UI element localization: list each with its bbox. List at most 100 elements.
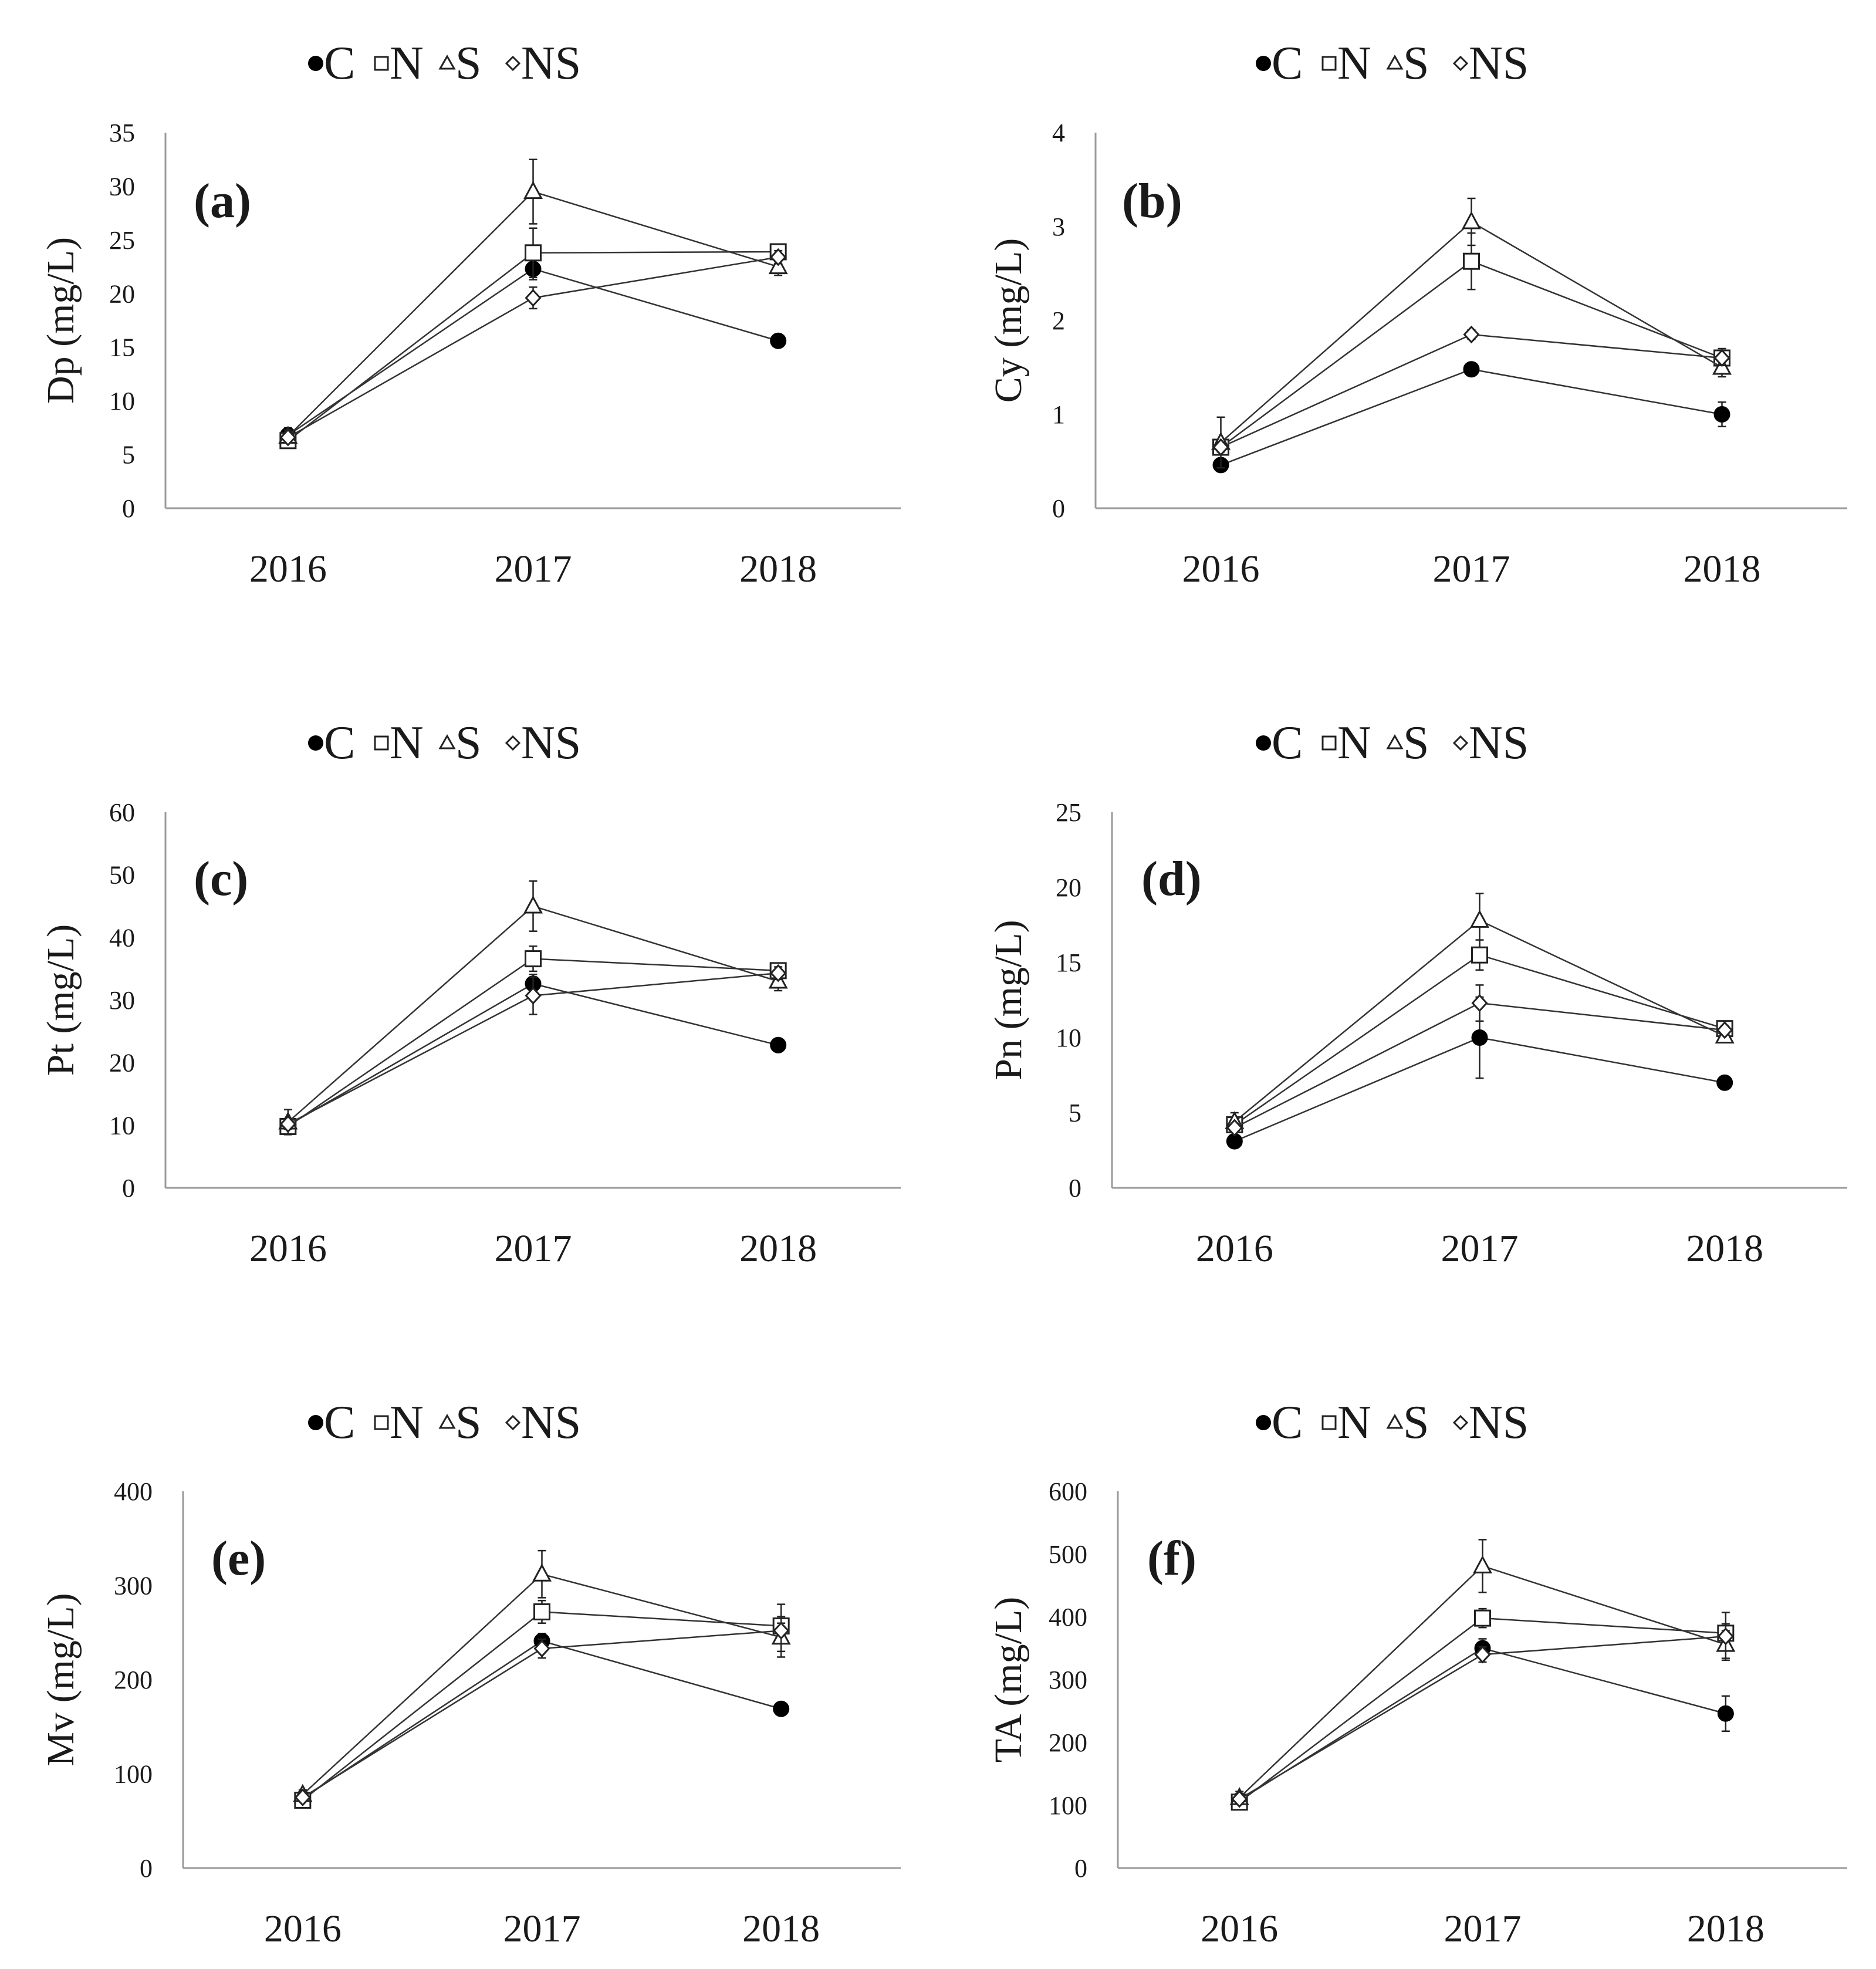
legend-label-s: S: [455, 717, 482, 769]
panel-label: (c): [194, 852, 248, 906]
legend-label-s: S: [455, 38, 482, 89]
y-axis-title: Mv (mg/L): [39, 1593, 82, 1766]
legend-label-n: N: [390, 38, 424, 89]
y-tick-label: 10: [109, 387, 135, 416]
legend-marker-s: [438, 734, 456, 749]
legend-marker-n: [1321, 735, 1337, 751]
data-point-ns: [1474, 1645, 1491, 1664]
legend-marker-s: [1386, 54, 1404, 70]
y-tick-label: 200: [1049, 1728, 1087, 1757]
data-point-ns: [770, 964, 787, 982]
y-tick-label: 100: [114, 1760, 153, 1789]
data-point-ns: [279, 428, 296, 447]
data-point-s: [523, 895, 543, 914]
x-tick-label: 2016: [249, 548, 327, 590]
y-tick-label: 20: [109, 279, 135, 308]
x-tick-label: 2018: [742, 1907, 820, 1950]
legend-marker-n: [374, 735, 389, 751]
data-point-n: [525, 244, 542, 262]
legend-marker-n: [1321, 56, 1337, 71]
series-s: [1229, 1539, 1736, 1805]
x-tick-label: 2017: [495, 1227, 572, 1270]
x-tick-label: 2017: [1441, 1227, 1519, 1270]
data-point-ns: [1231, 1790, 1248, 1808]
data-point-ns: [770, 248, 787, 266]
legend: C N S NS: [308, 717, 581, 769]
data-point-ns: [1463, 325, 1480, 344]
panel-label: (b): [1122, 174, 1182, 228]
data-point-ns: [1212, 438, 1229, 457]
x-tick-label: 2017: [503, 1907, 581, 1950]
y-tick-label: 30: [109, 986, 135, 1015]
legend-marker-n: [374, 1415, 389, 1430]
legend: C N S NS: [308, 1397, 581, 1448]
data-point-ns: [1471, 994, 1488, 1012]
legend-label-ns: NS: [1469, 38, 1529, 89]
legend-label-c: C: [324, 38, 355, 89]
y-tick-label: 0: [140, 1854, 153, 1883]
y-tick-label: 0: [1074, 1854, 1087, 1883]
legend: C N S NS: [1256, 717, 1529, 769]
y-tick-label: 300: [114, 1572, 153, 1600]
legend-label-s: S: [1403, 1397, 1429, 1448]
legend-label-n: N: [1337, 38, 1371, 89]
data-point-c: [773, 1700, 790, 1717]
y-axis-title: Cy (mg/L): [987, 238, 1030, 403]
x-tick-label: 2018: [1686, 1227, 1763, 1270]
data-point-n: [533, 1603, 550, 1620]
legend-label-c: C: [1272, 1397, 1303, 1448]
y-axis-title: Dp (mg/L): [39, 237, 82, 404]
y-tick-label: 0: [1052, 494, 1065, 523]
legend-marker-s: [1386, 734, 1404, 749]
data-point-c: [770, 332, 787, 349]
series-ns: [1226, 984, 1733, 1137]
data-point-ns: [294, 1788, 311, 1806]
series-c: [1226, 996, 1733, 1150]
data-point-ns: [773, 1622, 790, 1640]
series-s: [293, 1549, 791, 1802]
y-tick-label: 2: [1052, 306, 1065, 335]
y-tick-label: 25: [109, 226, 135, 255]
series-ns: [279, 248, 787, 447]
y-tick-label: 3: [1052, 212, 1065, 241]
series-n: [279, 227, 787, 450]
y-axis-title: Pt (mg/L): [39, 924, 82, 1076]
legend-label-c: C: [1272, 38, 1303, 89]
legend-marker-c: [1256, 735, 1271, 751]
y-tick-label: 0: [122, 494, 135, 523]
y-axis-title: Pn (mg/L): [987, 920, 1030, 1080]
series-ns: [279, 964, 787, 1133]
legend-label-n: N: [1337, 717, 1371, 769]
y-tick-label: 10: [109, 1111, 135, 1140]
series-line-c: [302, 1640, 782, 1799]
y-tick-label: 1: [1052, 400, 1065, 429]
y-tick-label: 15: [109, 333, 135, 362]
legend-label-c: C: [324, 717, 355, 769]
data-point-c: [1471, 1029, 1488, 1046]
panel-label: (f): [1147, 1531, 1196, 1586]
data-point-s: [1469, 910, 1490, 928]
x-tick-label: 2017: [1433, 548, 1510, 590]
x-tick-label: 2016: [249, 1227, 327, 1270]
legend-marker-ns: [1452, 735, 1469, 751]
legend-marker-n: [374, 56, 389, 71]
legend-marker-c: [308, 56, 323, 71]
legend-label-s: S: [1403, 717, 1429, 769]
y-tick-label: 5: [122, 441, 135, 470]
series-c: [294, 1633, 790, 1807]
legend-label-ns: NS: [521, 38, 581, 89]
y-tick-label: 60: [109, 798, 135, 827]
y-tick-label: 400: [1049, 1603, 1087, 1632]
y-tick-label: 500: [1049, 1540, 1087, 1569]
y-tick-label: 30: [109, 172, 135, 201]
x-tick-label: 2017: [1444, 1907, 1522, 1950]
legend-marker-n: [1321, 1415, 1337, 1430]
legend-label-c: C: [324, 1397, 355, 1448]
y-tick-label: 15: [1056, 948, 1081, 977]
y-tick-label: 600: [1049, 1477, 1087, 1506]
series-ns: [1212, 325, 1730, 457]
legend: C N S NS: [1256, 1397, 1529, 1448]
y-tick-label: 25: [1056, 798, 1081, 827]
